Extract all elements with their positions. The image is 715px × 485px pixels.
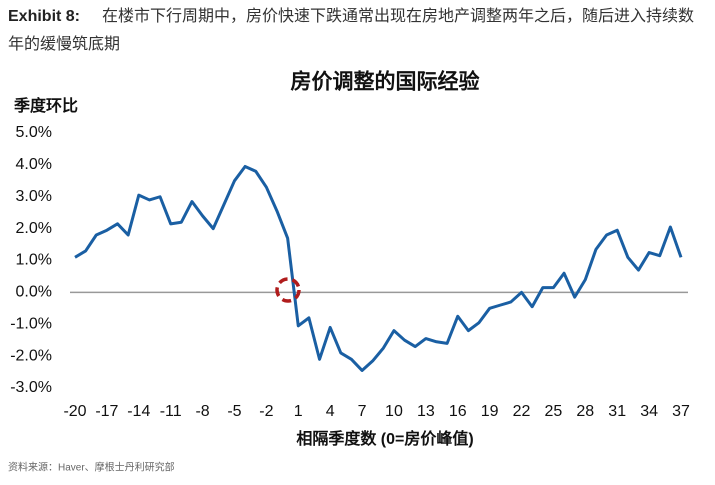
y-tick-label: 5.0% — [16, 124, 52, 141]
y-tick-label: 2.0% — [16, 220, 52, 237]
y-tick-label: -1.0% — [10, 315, 52, 332]
y-tick-label: -2.0% — [10, 347, 52, 364]
header-text: 在楼市下行周期中，房价快速下跌通常出现在房地产调整两年之后，随后进入持续数年的缓… — [8, 8, 695, 53]
x-tick-label: -17 — [95, 403, 118, 420]
chart-title: 房价调整的国际经验 — [291, 70, 480, 94]
x-tick-label: -8 — [195, 403, 209, 420]
y-tick-label: 0.0% — [16, 284, 52, 301]
source: 资料来源：Haver、摩根士丹利研究部 — [8, 461, 175, 474]
y-tick-label: -3.0% — [10, 379, 52, 396]
x-tick-label: 31 — [608, 403, 626, 420]
x-tick-label: -20 — [63, 403, 86, 420]
x-axis-label: 相隔季度数 (0=房价峰值) — [296, 429, 473, 448]
x-tick-label: -2 — [259, 403, 273, 420]
x-tick-label: 22 — [513, 403, 531, 420]
header: Exhibit 8: 在楼市下行周期中，房价快速下跌通常出现在房地产调整两年之后，… — [8, 3, 708, 59]
x-tick-label: -14 — [127, 403, 150, 420]
x-tick-label: 37 — [672, 403, 690, 420]
x-tick-label: 10 — [385, 403, 403, 420]
x-tick-label: 7 — [358, 403, 367, 420]
x-tick-label: 34 — [640, 403, 658, 420]
x-tick-label: 4 — [326, 403, 335, 420]
exhibit-label: Exhibit 8: — [8, 8, 81, 25]
y-axis-label: 季度环比 — [13, 96, 78, 115]
highlight-circle — [275, 277, 301, 303]
x-tick-label: 25 — [545, 403, 563, 420]
data-line — [74, 164, 683, 372]
x-tick-label: 19 — [481, 403, 499, 420]
x-tick-label: 28 — [576, 403, 594, 420]
y-tick-label: 4.0% — [16, 156, 52, 173]
x-tick-label: -5 — [227, 403, 241, 420]
x-tick-label: 1 — [294, 403, 303, 420]
y-tick-label: 3.0% — [16, 188, 52, 205]
y-tick-label: 1.0% — [16, 252, 52, 269]
x-tick-label: 13 — [417, 403, 435, 420]
x-tick-label: 16 — [449, 403, 467, 420]
x-tick-label: -11 — [160, 403, 182, 420]
